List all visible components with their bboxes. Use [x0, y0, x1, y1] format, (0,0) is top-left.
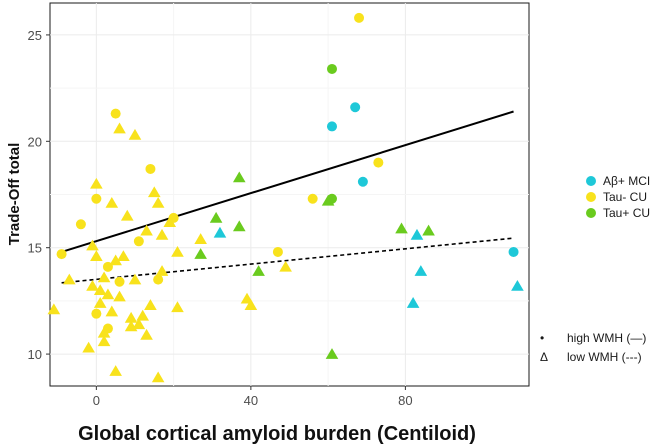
point-low-wmh	[406, 297, 420, 308]
point-low-wmh	[155, 228, 169, 240]
point-high-wmh	[56, 249, 67, 260]
point-high-wmh	[75, 219, 86, 230]
point-high-wmh	[133, 236, 144, 247]
point-low-wmh	[86, 279, 99, 291]
point-low-wmh	[140, 328, 153, 340]
point-low-wmh	[244, 299, 258, 310]
point-low-wmh	[109, 254, 122, 266]
point-high-wmh	[114, 276, 125, 287]
point-low-wmh	[140, 224, 153, 236]
point-low-wmh	[144, 299, 157, 310]
point-low-wmh	[194, 233, 207, 244]
point-low-wmh	[97, 335, 111, 347]
point-high-wmh	[91, 308, 102, 319]
point-low-wmh	[151, 371, 165, 383]
legend: Aβ+ MCI Tau- CU Tau+ CU • high WMH (—) Δ low W…	[540, 174, 650, 364]
point-low-wmh	[321, 194, 335, 206]
point-low-wmh	[325, 348, 339, 359]
point-low-wmh	[151, 197, 165, 208]
point-low-wmh	[155, 265, 169, 276]
legend-label: Tau+ CU	[603, 206, 650, 220]
shape-legend-label: low WMH (---)	[567, 350, 642, 364]
point-low-wmh	[136, 309, 150, 321]
point-high-wmh	[145, 163, 156, 174]
point-low-wmh	[117, 250, 130, 262]
point-low-wmh	[93, 284, 107, 296]
point-low-wmh	[101, 288, 115, 300]
fit-lines	[61, 110, 514, 284]
y-axis-title: Trade-Off total	[6, 143, 23, 246]
legend-key-1	[586, 176, 596, 186]
legend-label: Aβ+ MCI	[603, 174, 650, 188]
point-low-wmh	[213, 226, 227, 238]
axes: 0 40 80 10 15 20 25	[28, 28, 413, 408]
point-low-wmh	[422, 224, 435, 236]
point-low-wmh	[163, 216, 177, 227]
point-low-wmh	[147, 186, 161, 198]
legend-label: Tau- CU	[603, 190, 647, 204]
point-low-wmh	[171, 301, 184, 313]
point-low-wmh	[113, 290, 126, 302]
point-high-wmh	[354, 12, 365, 23]
point-low-wmh	[93, 297, 107, 308]
point-low-wmh	[232, 171, 246, 183]
y-tick-label: 20	[28, 134, 42, 149]
y-tick-label: 15	[28, 241, 42, 256]
point-low-wmh	[194, 248, 207, 259]
point-high-wmh	[350, 102, 361, 113]
point-low-wmh	[113, 122, 126, 134]
point-low-wmh	[97, 271, 111, 283]
point-low-wmh	[132, 318, 146, 330]
y-tick-label: 10	[28, 347, 42, 362]
point-low-wmh	[128, 273, 142, 285]
y-tick-label: 25	[28, 28, 42, 43]
point-high-wmh	[307, 193, 318, 204]
point-low-wmh	[511, 279, 524, 291]
point-low-wmh	[279, 260, 292, 272]
grid	[50, 3, 529, 386]
point-low-wmh	[109, 365, 122, 376]
shape-legend-label: high WMH (—)	[567, 331, 646, 345]
point-low-wmh	[105, 305, 119, 317]
triangle-symbol: Δ	[540, 350, 548, 364]
point-high-wmh	[91, 193, 102, 204]
point-low-wmh	[414, 265, 428, 276]
fit-line-dashed	[61, 237, 514, 284]
dot-symbol: •	[540, 331, 544, 345]
point-high-wmh	[153, 274, 164, 285]
point-low-wmh	[410, 228, 424, 240]
legend-key-3	[586, 208, 596, 218]
point-high-wmh	[357, 176, 368, 187]
point-low-wmh	[82, 341, 95, 353]
point-low-wmh	[128, 128, 142, 140]
point-low-wmh	[90, 250, 103, 262]
point-high-wmh	[326, 121, 337, 132]
point-low-wmh	[105, 197, 119, 208]
point-low-wmh	[124, 311, 138, 323]
point-low-wmh	[90, 177, 103, 189]
point-low-wmh	[120, 209, 134, 221]
point-low-wmh	[47, 303, 61, 315]
point-high-wmh	[326, 63, 337, 74]
x-axis-title: Global cortical amyloid burden (Centiloi…	[78, 423, 476, 445]
point-high-wmh	[508, 246, 519, 257]
point-low-wmh	[209, 211, 223, 223]
point-low-wmh	[252, 265, 265, 276]
point-low-wmh	[63, 273, 76, 285]
point-low-wmh	[395, 222, 408, 234]
point-low-wmh	[86, 239, 99, 251]
point-low-wmh	[232, 220, 246, 232]
x-tick-label: 0	[93, 393, 100, 408]
point-high-wmh	[110, 108, 121, 119]
x-tick-label: 40	[244, 393, 258, 408]
x-tick-label: 80	[398, 393, 412, 408]
point-high-wmh	[272, 246, 283, 257]
point-low-wmh	[97, 326, 111, 338]
fit-line-solid	[61, 110, 514, 253]
legend-key-2	[586, 192, 596, 202]
point-high-wmh	[373, 157, 384, 168]
data-points	[47, 12, 524, 383]
point-low-wmh	[171, 245, 184, 257]
